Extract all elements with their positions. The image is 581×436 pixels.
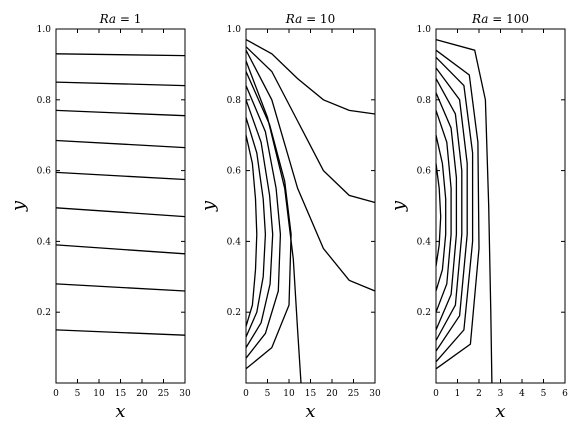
contour-line-7 — [55, 109, 186, 117]
y-axis-label: y — [8, 200, 29, 212]
x-tick-label: 4 — [519, 389, 525, 399]
y-tick-label: 0.8 — [417, 96, 432, 106]
panel-title: Ra = 1 — [99, 12, 142, 26]
contour-line-4 — [55, 207, 186, 218]
contour-line-9 — [435, 38, 493, 384]
panel-title-variable: Ra — [99, 12, 116, 26]
y-tick-label: 0.8 — [37, 96, 52, 106]
x-tick-label: 20 — [136, 389, 148, 399]
contour-line-8 — [245, 46, 376, 204]
y-tick-label: 0.6 — [227, 167, 242, 177]
x-tick-label: 10 — [283, 389, 295, 399]
panel-title-variable: Ra — [471, 12, 488, 26]
contour-line-1 — [55, 329, 186, 336]
y-axis-label: y — [388, 200, 409, 212]
x-tick-label: 0 — [53, 389, 59, 399]
x-axis-label: x — [495, 401, 505, 422]
y-tick-label: 1.0 — [417, 25, 432, 35]
contour-line-7 — [245, 49, 376, 292]
panel-title-value: = 1 — [116, 12, 141, 26]
x-tick-label: 20 — [326, 389, 338, 399]
x-axis-label: x — [115, 401, 125, 422]
contour-line-3 — [245, 99, 274, 348]
contour-line-5 — [55, 171, 186, 181]
contour-line-4 — [435, 92, 458, 331]
contour-line-2 — [55, 283, 186, 292]
plot-frame — [435, 28, 566, 384]
y-tick-label: 0.8 — [227, 96, 242, 106]
panel-title: Ra = 100 — [471, 12, 529, 26]
y-tick-label: 0.4 — [37, 237, 52, 247]
y-tick-label: 0.4 — [417, 237, 432, 247]
x-tick-label: 0 — [243, 389, 249, 399]
contour-line-2 — [435, 135, 447, 292]
y-tick-label: 0.4 — [227, 237, 242, 247]
contour-line-1 — [435, 163, 442, 267]
contour-line-8 — [55, 81, 186, 87]
y-axis-label: y — [198, 200, 219, 212]
contour-line-7 — [435, 56, 474, 363]
panel-title-value: = 10 — [302, 12, 335, 26]
x-tick-label: 10 — [93, 389, 105, 399]
contour-line-6 — [55, 139, 186, 149]
x-tick-label: 15 — [115, 389, 127, 399]
x-tick-label: 6 — [562, 389, 568, 399]
y-tick-label: 0.2 — [227, 308, 241, 318]
panel-title-value: = 100 — [488, 12, 529, 26]
panel-3: 0 1 2 3 4 5 6 0.2 0.4 0.6 0.8 1.0 Ra = 100 x y — [388, 12, 568, 422]
contour-line-9 — [55, 53, 186, 57]
contour-line-6 — [435, 67, 468, 352]
x-tick-label: 25 — [348, 389, 360, 399]
y-tick-label: 0.2 — [37, 308, 51, 318]
x-tick-label: 5 — [541, 389, 547, 399]
plot-frame — [245, 28, 376, 384]
contour-line-3 — [55, 244, 186, 255]
x-tick-label: 15 — [305, 389, 317, 399]
contour-line-6 — [245, 60, 302, 384]
panel-2: 0 5 10 15 20 25 30 0.2 0.4 0.6 0.8 1.0 Ra = 10 x y — [198, 12, 381, 422]
x-tick-label: 2 — [476, 389, 482, 399]
x-tick-label: 25 — [158, 389, 170, 399]
contour-line-9 — [245, 39, 376, 115]
x-tick-label: 1 — [455, 389, 461, 399]
y-tick-label: 0.6 — [417, 167, 432, 177]
x-tick-label: 3 — [498, 389, 504, 399]
y-tick-label: 1.0 — [227, 25, 242, 35]
x-tick-label: 30 — [179, 389, 191, 399]
y-tick-label: 1.0 — [37, 25, 52, 35]
contour-line-8 — [435, 49, 480, 370]
contour-line-5 — [435, 78, 463, 341]
panel-title-variable: Ra — [285, 12, 302, 26]
x-tick-label: 30 — [369, 389, 381, 399]
x-tick-label: 5 — [75, 389, 81, 399]
y-tick-label: 0.6 — [37, 167, 52, 177]
contour-line-1 — [245, 135, 258, 327]
panel-1: 0 5 10 15 20 25 30 0.2 0.4 0.6 0.8 1.0 Ra = 1 x y — [8, 12, 191, 422]
contour-line-3 — [435, 110, 452, 313]
x-axis-label: x — [305, 401, 315, 422]
x-tick-label: 0 — [433, 389, 439, 399]
y-tick-label: 0.2 — [417, 308, 431, 318]
x-tick-label: 5 — [265, 389, 271, 399]
panel-title: Ra = 10 — [285, 12, 335, 26]
contour-line-4 — [245, 85, 282, 359]
contour-line-2 — [245, 117, 267, 338]
